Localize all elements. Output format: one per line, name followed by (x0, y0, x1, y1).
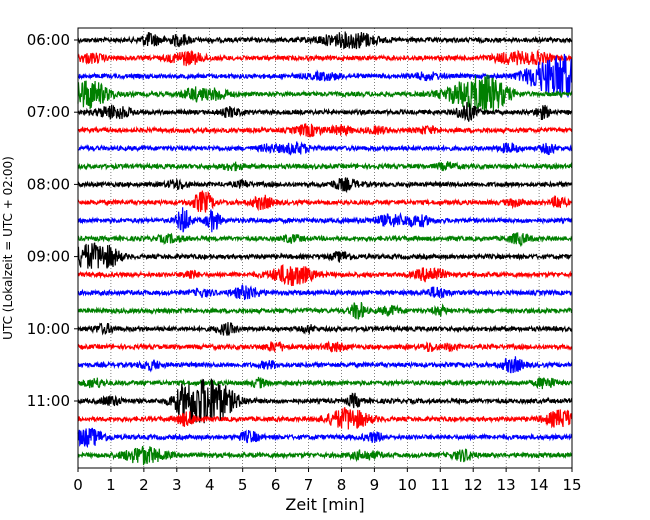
x-tick-label: 13 (497, 476, 516, 494)
x-tick-label: 15 (562, 476, 581, 494)
trace-1030 (77, 356, 573, 374)
x-tick-label: 1 (106, 476, 116, 494)
plot-frame (77, 27, 573, 469)
trace-0900 (77, 242, 573, 269)
x-tick-label: 7 (304, 476, 314, 494)
trace-0730 (77, 141, 573, 156)
x-tick-label: 12 (464, 476, 483, 494)
trace-0930 (77, 283, 573, 301)
trace-1045 (77, 376, 573, 390)
trace-0615 (77, 49, 573, 67)
y-tick-label: 06:00 (27, 31, 70, 49)
x-tick-label: 5 (238, 476, 248, 494)
trace-0845 (77, 231, 573, 248)
x-tick-label: 8 (337, 476, 347, 494)
trace-group (77, 31, 573, 466)
trace-0915 (77, 264, 573, 287)
trace-1145 (77, 446, 573, 466)
y-tick-label: 07:00 (27, 103, 70, 121)
y-axis-ticks: 06:00 07:00 08:00 09:00 10:00 11:00 (27, 31, 78, 410)
x-tick-label: 11 (431, 476, 450, 494)
y-tick-label: 09:00 (27, 248, 70, 266)
trace-0945 (77, 301, 573, 320)
trace-0600 (77, 31, 573, 50)
grid-lines (110, 28, 540, 468)
x-tick-label: 6 (271, 476, 281, 494)
trace-0830 (77, 207, 573, 233)
trace-0700 (77, 102, 573, 122)
trace-0745 (77, 161, 573, 172)
trace-1130 (77, 427, 573, 449)
x-axis-ticks: 0 1 2 3 4 5 6 7 8 9 10 11 12 13 14 15 (73, 468, 582, 494)
trace-1015 (77, 340, 573, 354)
x-tick-label: 0 (73, 476, 83, 494)
x-tick-label: 14 (530, 476, 549, 494)
trace-1115 (77, 407, 573, 430)
y-tick-label: 08:00 (27, 175, 70, 193)
trace-0800 (77, 177, 573, 194)
trace-1000 (77, 322, 573, 337)
y-tick-label: 10:00 (27, 320, 70, 338)
x-tick-label: 2 (139, 476, 149, 494)
x-tick-label: 4 (205, 476, 215, 494)
x-tick-label: 3 (172, 476, 182, 494)
trace-0715 (77, 123, 573, 138)
trace-1100 (77, 378, 573, 424)
trace-0645 (77, 74, 573, 113)
y-axis-title: UTC (Lokalzeit = UTC + 02:00) (1, 156, 15, 340)
trace-0815 (77, 190, 573, 213)
x-tick-label: 9 (370, 476, 380, 494)
x-axis-title: Zeit [min] (285, 495, 364, 514)
trace-0630 (77, 53, 573, 98)
y-tick-label: 11:00 (27, 392, 70, 410)
x-tick-label: 10 (398, 476, 417, 494)
